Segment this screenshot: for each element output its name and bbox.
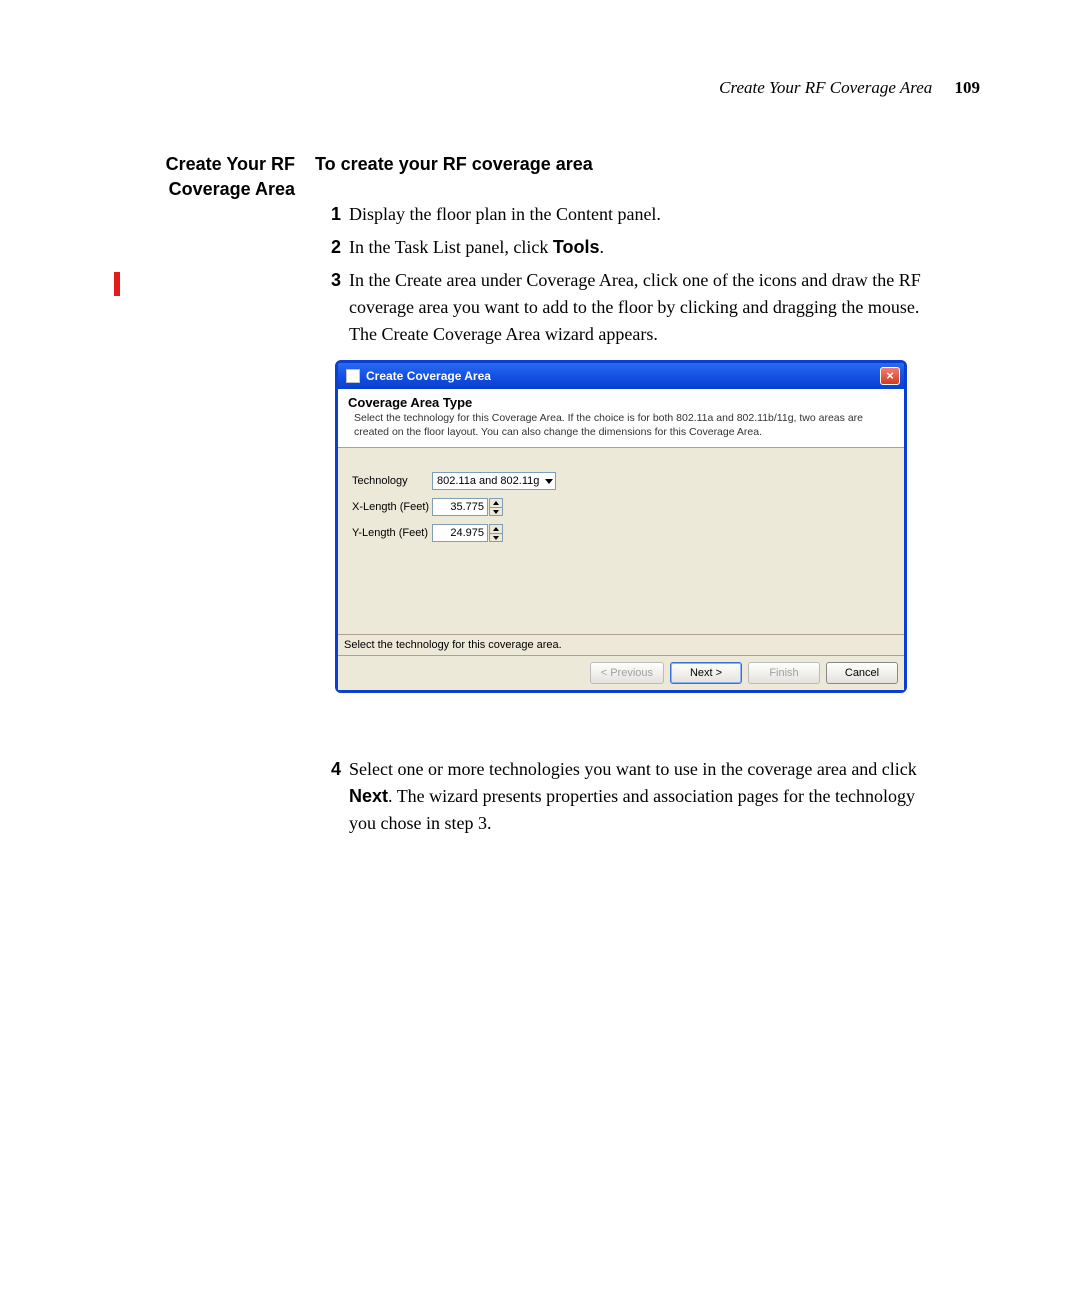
step-2: 2 In the Task List panel, click Tools. <box>315 234 945 261</box>
step-body: Display the floor plan in the Content pa… <box>349 201 945 228</box>
chevron-down-icon <box>545 479 553 484</box>
xlength-input[interactable]: 35.775 <box>432 498 488 516</box>
wizard-header: Coverage Area Type Select the technology… <box>338 389 904 448</box>
step-number: 3 <box>315 267 341 348</box>
running-title: Create Your RF Coverage Area <box>719 78 932 97</box>
wizard-body: Technology 802.11a and 802.11g X-Length … <box>338 448 904 634</box>
cancel-button[interactable]: Cancel <box>826 662 898 684</box>
wizard-status: Select the technology for this coverage … <box>338 634 904 655</box>
xlength-label: X-Length (Feet) <box>352 501 432 513</box>
step-body: In the Create area under Coverage Area, … <box>349 267 945 348</box>
step-number: 1 <box>315 201 341 228</box>
change-bar-icon <box>114 272 120 296</box>
step-body: Select one or more technologies you want… <box>349 756 945 837</box>
main-column: To create your RF coverage area 1 Displa… <box>315 152 945 354</box>
running-header: Create Your RF Coverage Area 109 <box>719 78 980 98</box>
ylength-stepper[interactable] <box>489 524 503 542</box>
chevron-up-icon[interactable] <box>490 525 502 533</box>
wizard-window: Create Coverage Area × Coverage Area Typ… <box>335 360 907 693</box>
close-icon[interactable]: × <box>880 367 900 385</box>
next-button[interactable]: Next > <box>670 662 742 684</box>
chevron-up-icon[interactable] <box>490 499 502 507</box>
technology-label: Technology <box>352 475 432 487</box>
step-3: 3 In the Create area under Coverage Area… <box>315 267 945 348</box>
step-number: 4 <box>315 756 341 837</box>
wizard-titlebar[interactable]: Create Coverage Area × <box>338 363 904 389</box>
step-body: In the Task List panel, click Tools. <box>349 234 945 261</box>
ylength-label: Y-Length (Feet) <box>352 527 432 539</box>
step-4: 4 Select one or more technologies you wa… <box>315 756 945 837</box>
wizard-button-bar: < Previous Next > Finish Cancel <box>338 655 904 690</box>
step-number: 2 <box>315 234 341 261</box>
wizard-heading: Coverage Area Type <box>348 395 894 410</box>
steps-list: 1 Display the floor plan in the Content … <box>315 201 945 348</box>
finish-button: Finish <box>748 662 820 684</box>
step-bold: Next <box>349 786 388 806</box>
step-text: . <box>600 237 605 257</box>
technology-value: 802.11a and 802.11g <box>437 475 539 487</box>
sidebar-heading: Create Your RF Coverage Area <box>135 152 295 202</box>
xlength-row: X-Length (Feet) 35.775 <box>352 498 890 516</box>
step-text: In the Task List panel, click <box>349 237 553 257</box>
page-number: 109 <box>955 78 981 97</box>
wizard-title: Create Coverage Area <box>366 369 491 383</box>
ylength-input[interactable]: 24.975 <box>432 524 488 542</box>
wizard-description: Select the technology for this Coverage … <box>354 412 894 439</box>
technology-select[interactable]: 802.11a and 802.11g <box>432 472 556 490</box>
previous-button: < Previous <box>590 662 664 684</box>
app-icon <box>346 369 360 383</box>
chevron-down-icon[interactable] <box>490 507 502 516</box>
post-steps: 4 Select one or more technologies you wa… <box>315 756 945 843</box>
step-1: 1 Display the floor plan in the Content … <box>315 201 945 228</box>
wizard-screenshot: Create Coverage Area × Coverage Area Typ… <box>335 360 907 693</box>
chevron-down-icon[interactable] <box>490 533 502 542</box>
technology-row: Technology 802.11a and 802.11g <box>352 472 890 490</box>
xlength-stepper[interactable] <box>489 498 503 516</box>
document-page: Create Your RF Coverage Area 109 Create … <box>0 0 1080 1296</box>
ylength-row: Y-Length (Feet) 24.975 <box>352 524 890 542</box>
intro-heading: To create your RF coverage area <box>315 152 945 177</box>
step-bold: Tools <box>553 237 600 257</box>
step-text: Select one or more technologies you want… <box>349 759 917 779</box>
step-text: . The wizard presents properties and ass… <box>349 786 915 833</box>
